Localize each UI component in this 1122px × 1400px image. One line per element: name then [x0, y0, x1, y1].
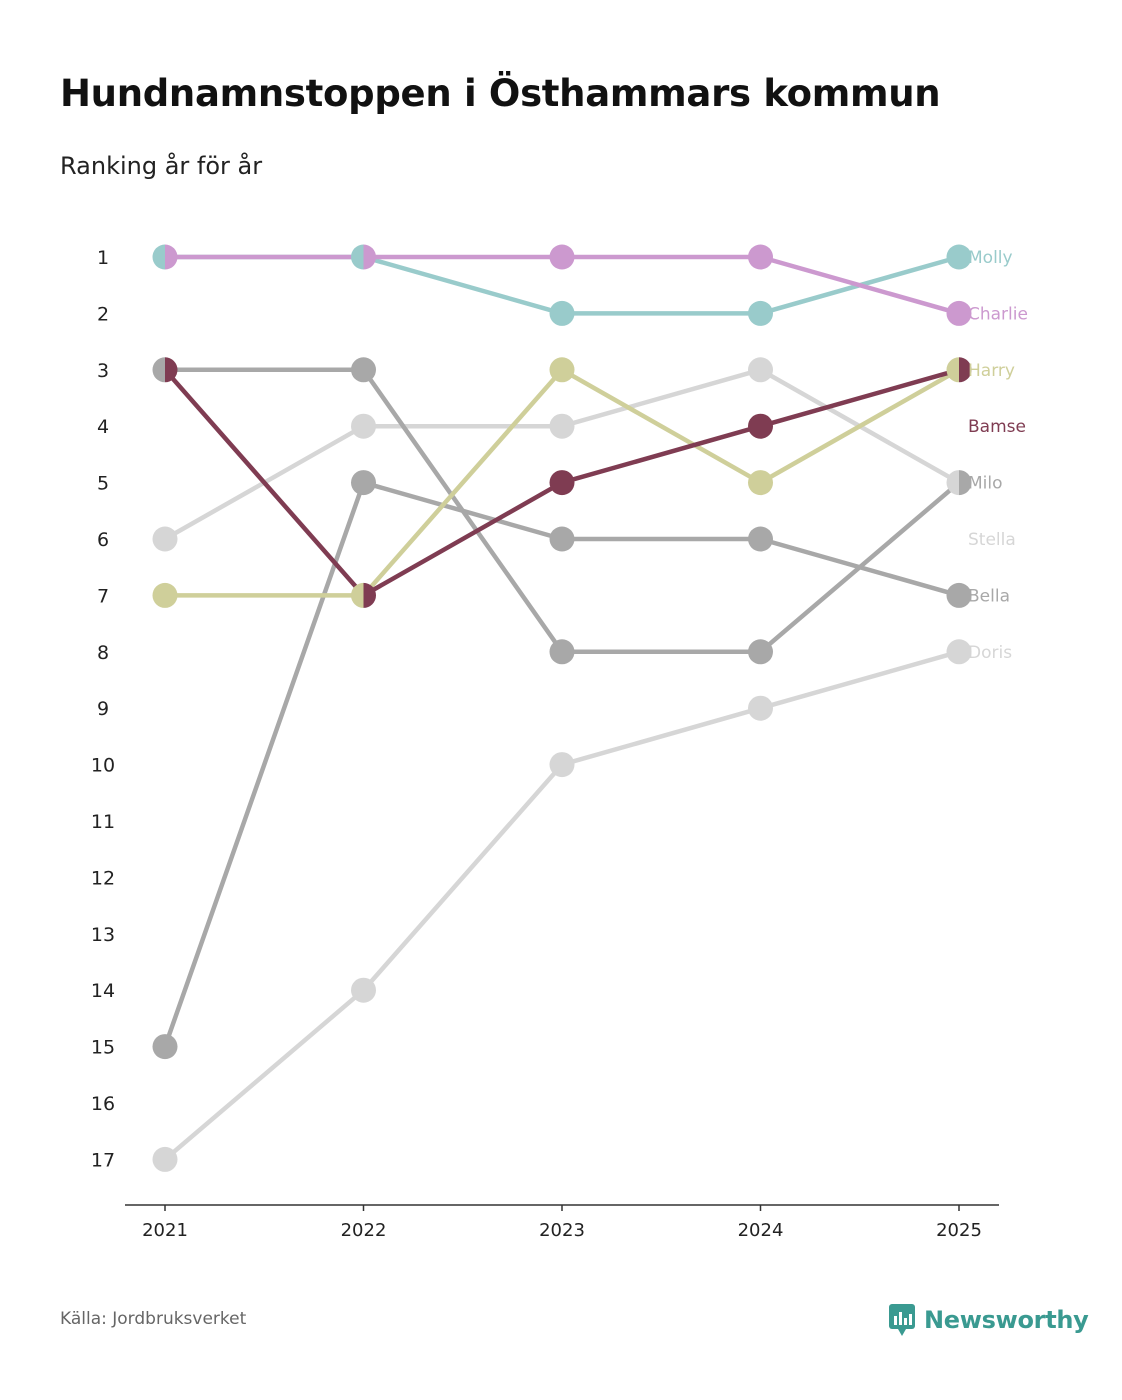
series-line-stella	[162, 367, 962, 542]
dot-milo	[351, 357, 376, 383]
dot-doris	[351, 977, 376, 1003]
series-lines	[162, 254, 962, 1162]
series-label-stella: Stella	[968, 530, 1016, 550]
y-tick-label: 11	[91, 811, 115, 833]
y-tick-label: 1	[97, 247, 109, 269]
dot-harry	[549, 357, 575, 383]
dot-charlie	[748, 244, 773, 270]
dot-half-harry	[946, 357, 959, 383]
dot-doris	[549, 752, 575, 778]
source-note: Källa: Jordbruksverket	[60, 1309, 247, 1329]
series-line-doris	[162, 649, 962, 1162]
series-label-bamse: Bamse	[968, 417, 1026, 437]
y-tick-label: 4	[97, 416, 109, 438]
dot-stella	[748, 357, 773, 383]
y-tick-label: 5	[97, 473, 109, 495]
dot-half-bamse	[165, 357, 178, 383]
dot-molly	[748, 300, 773, 326]
x-tick-label: 2025	[936, 1220, 982, 1241]
dot-doris	[748, 695, 773, 721]
brand-logo: Newsworthy	[888, 1303, 1089, 1337]
dot-bamse	[549, 470, 575, 496]
dot-bella	[748, 526, 773, 552]
dot-half-charlie	[165, 244, 178, 270]
dot-molly	[946, 244, 972, 270]
dot-charlie	[549, 244, 575, 270]
dot-milo	[748, 639, 773, 665]
x-tick-label: 2021	[142, 1220, 188, 1241]
y-tick-label: 15	[91, 1037, 115, 1059]
series-label-doris: Doris	[968, 643, 1012, 663]
y-tick-label: 2	[97, 303, 109, 325]
dot-doris	[152, 1146, 178, 1172]
chart-title: Hundnamnstoppen i Östhammars kommun	[60, 72, 941, 115]
dot-harry	[152, 582, 178, 608]
dot-half-molly	[351, 244, 364, 270]
x-axis-ticks: 2021 2022 2023 2024 2025	[142, 1205, 982, 1241]
series-label-harry: Harry	[968, 361, 1015, 381]
dot-half-harry	[351, 582, 364, 608]
dot-half-bamse	[959, 357, 972, 383]
series-dots	[152, 244, 972, 1172]
dot-stella	[351, 413, 376, 439]
x-tick-label: 2024	[738, 1220, 784, 1241]
y-tick-label: 6	[97, 529, 109, 551]
x-tick-label: 2022	[341, 1220, 387, 1241]
y-tick-label: 8	[97, 642, 109, 664]
y-tick-label: 14	[91, 980, 115, 1002]
y-tick-label: 12	[91, 867, 115, 889]
y-tick-label: 7	[97, 585, 109, 607]
dot-bamse	[748, 413, 773, 439]
brand-name: Newsworthy	[924, 1306, 1089, 1334]
y-tick-label: 3	[97, 360, 109, 382]
dot-bella	[549, 526, 575, 552]
dot-half-milo	[152, 357, 165, 383]
dot-half-milo	[959, 470, 972, 496]
dot-stella	[549, 413, 575, 439]
y-tick-label: 16	[91, 1093, 115, 1115]
y-tick-label: 9	[97, 698, 109, 720]
series-label-molly: Molly	[968, 248, 1013, 268]
dot-bella	[351, 470, 376, 496]
x-tick-label: 2023	[539, 1220, 585, 1241]
dot-molly	[549, 300, 575, 326]
series-label-milo: Milo	[968, 474, 1003, 494]
series-label-charlie: Charlie	[968, 304, 1028, 324]
dot-bella	[946, 582, 972, 608]
dot-half-molly	[152, 244, 165, 270]
dot-charlie	[946, 300, 972, 326]
dot-milo	[549, 639, 575, 665]
newsworthy-logo-icon	[889, 1304, 915, 1336]
y-tick-label: 10	[91, 755, 115, 777]
series-labels: Molly Charlie Harry Bamse Milo Stella Bella Dor…	[968, 248, 1028, 663]
dot-half-stella	[946, 470, 959, 496]
dot-harry	[748, 470, 773, 496]
dot-half-charlie	[363, 244, 376, 270]
dot-bella	[152, 1034, 178, 1060]
y-tick-label: 17	[91, 1149, 115, 1171]
chart-subtitle: Ranking år för år	[60, 152, 263, 180]
y-tick-label: 13	[91, 924, 115, 946]
series-label-bella: Bella	[968, 586, 1010, 606]
dot-doris	[946, 639, 972, 665]
dot-stella	[152, 526, 178, 552]
series-line-milo	[162, 367, 962, 655]
dot-half-bamse	[363, 582, 376, 608]
